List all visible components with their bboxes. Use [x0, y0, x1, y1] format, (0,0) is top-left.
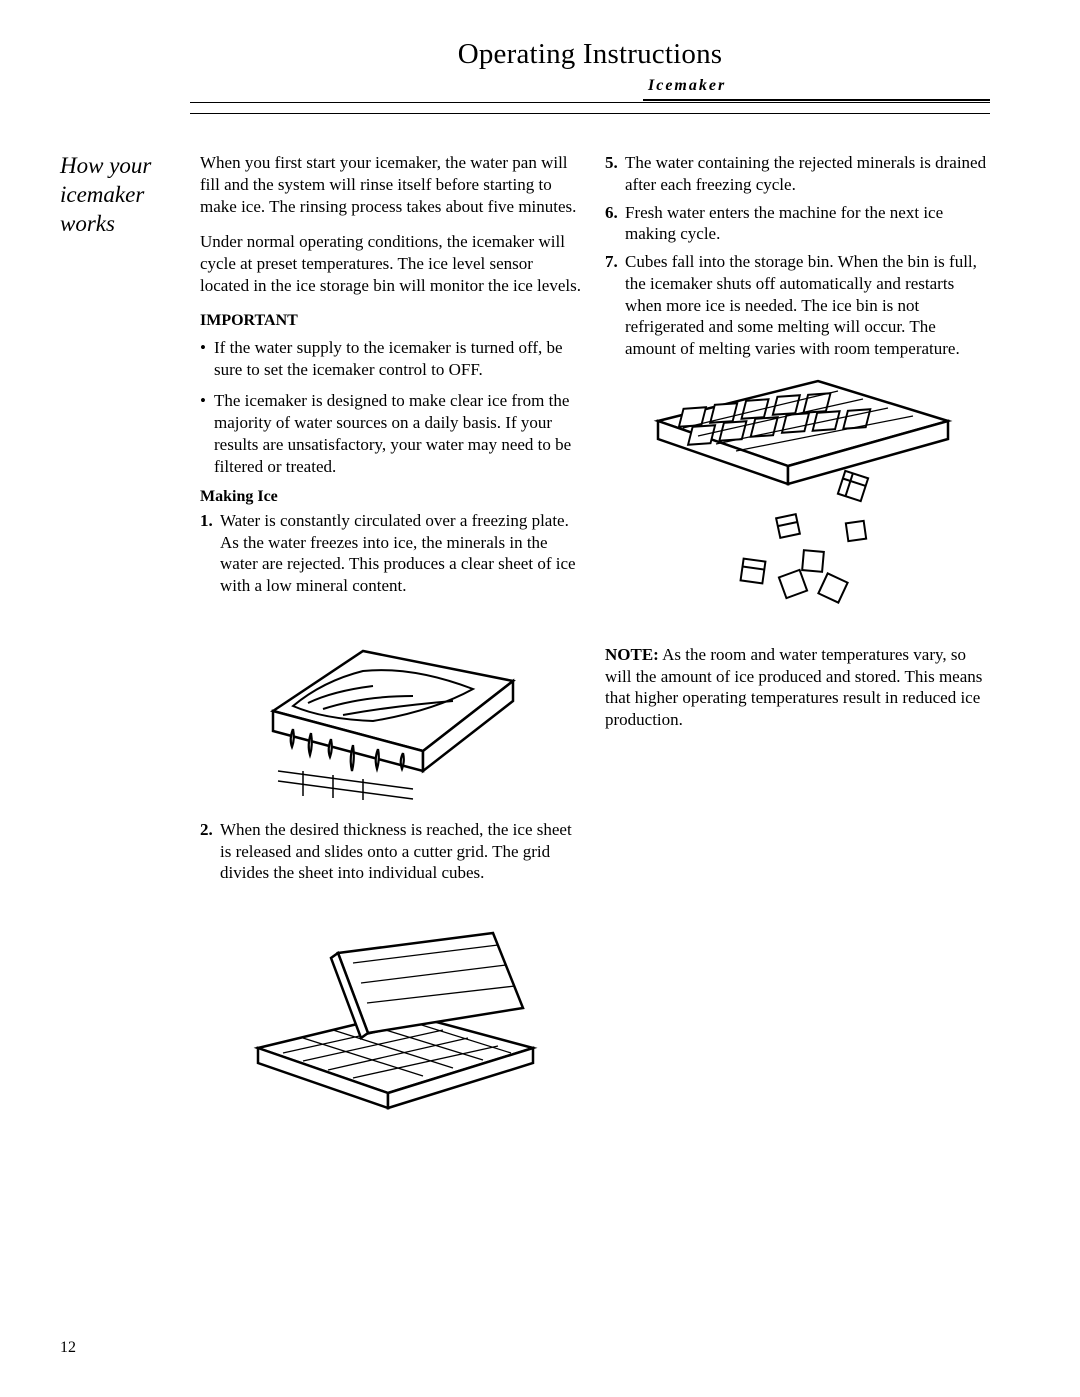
- cutter-grid-illustration: [243, 898, 543, 1118]
- steps-list-b: The water containing the rejected minera…: [605, 152, 990, 360]
- column-right: The water containing the rejected minera…: [605, 152, 990, 1136]
- page-title: Operating Instructions: [190, 38, 990, 71]
- steps-list-a: Water is constantly circulated over a fr…: [200, 510, 585, 597]
- body: How your icemaker works When you first s…: [60, 152, 990, 1136]
- section-label: Icemaker: [643, 77, 990, 101]
- intro-para-2: Under normal operating conditions, the i…: [200, 231, 585, 296]
- page-number: 12: [60, 1339, 76, 1357]
- step-4: Fresh water enters the machine for the n…: [605, 202, 990, 246]
- note-text: As the room and water temperatures vary,…: [605, 645, 982, 729]
- important-label: IMPORTANT: [200, 311, 585, 331]
- header-divider: [190, 113, 990, 114]
- step-3: The water containing the rejected minera…: [605, 152, 990, 196]
- steps-list-a2: When the desired thickness is reached, t…: [200, 819, 585, 884]
- freezing-plate-illustration: [253, 611, 533, 801]
- subheader-row: Icemaker: [190, 77, 990, 103]
- side-heading: How your icemaker works: [60, 152, 200, 1136]
- note-para: NOTE: As the room and water temperatures…: [605, 644, 990, 731]
- column-left: When you first start your icemaker, the …: [200, 152, 585, 1136]
- columns: When you first start your icemaker, the …: [200, 152, 990, 1136]
- intro-para-1: When you first start your icemaker, the …: [200, 152, 585, 217]
- important-list: If the water supply to the icemaker is t…: [200, 337, 585, 478]
- important-item: The icemaker is designed to make clear i…: [200, 390, 585, 477]
- step-1: Water is constantly circulated over a fr…: [200, 510, 585, 597]
- page: Operating Instructions Icemaker How your…: [0, 0, 1080, 1397]
- note-label: NOTE:: [605, 645, 659, 664]
- important-item: If the water supply to the icemaker is t…: [200, 337, 585, 381]
- step-2: When the desired thickness is reached, t…: [200, 819, 585, 884]
- header: Operating Instructions Icemaker: [190, 38, 990, 114]
- step-5: Cubes fall into the storage bin. When th…: [605, 251, 990, 360]
- ice-bin-illustration: [638, 366, 958, 626]
- making-ice-label: Making Ice: [200, 487, 585, 507]
